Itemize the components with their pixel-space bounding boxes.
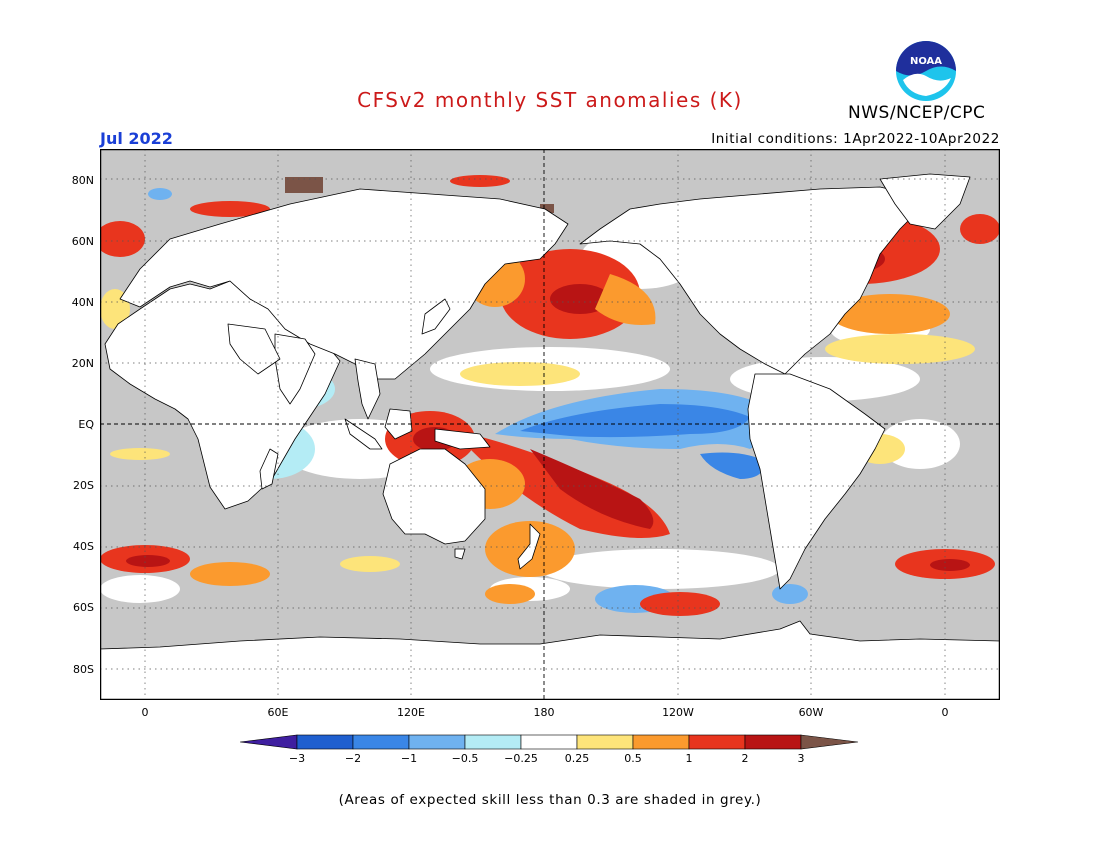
eurasia bbox=[119, 188, 569, 380]
borneo bbox=[384, 408, 413, 440]
lat-label: 40N bbox=[71, 296, 94, 309]
colorbar-label: 1 bbox=[686, 752, 693, 765]
skill-note: (Areas of expected skill less than 0.3 a… bbox=[338, 792, 762, 808]
forecast-month: Jul 2022 bbox=[100, 129, 173, 148]
colorbar-label: 0.5 bbox=[624, 752, 642, 765]
colorbar-labels: −3 −2 −1 −0.5 −0.25 0.25 0.5 1 2 3 bbox=[289, 752, 805, 765]
lat-label: 80S bbox=[73, 663, 94, 676]
lat-label: 80N bbox=[71, 174, 94, 187]
colorbar-label: −2 bbox=[345, 752, 361, 765]
lon-label: 120W bbox=[662, 706, 694, 719]
lat-label: 60S bbox=[73, 601, 94, 614]
colorbar-swatch bbox=[520, 734, 578, 750]
antarctica bbox=[100, 620, 1000, 700]
agency-label: NWS/NCEP/CPC bbox=[848, 103, 986, 123]
colorbar-swatch bbox=[632, 734, 690, 750]
new-zealand bbox=[517, 523, 541, 570]
colorbar-max-arrow bbox=[800, 734, 859, 750]
land-masses bbox=[100, 173, 1000, 700]
tasmania bbox=[454, 548, 466, 560]
lat-label: 20S bbox=[73, 479, 94, 492]
colorbar: −3 −2 −1 −0.5 −0.25 0.25 0.5 1 2 3 bbox=[240, 734, 859, 765]
japan bbox=[421, 298, 451, 335]
north-america bbox=[579, 186, 931, 375]
sumatra bbox=[344, 418, 383, 450]
australia bbox=[382, 448, 486, 545]
colorbar-swatch bbox=[744, 734, 802, 750]
logo-text: NOAA bbox=[910, 56, 942, 67]
south-america bbox=[747, 373, 886, 590]
colorbar-swatch bbox=[576, 734, 634, 750]
lon-label: 60E bbox=[267, 706, 289, 719]
colorbar-swatch bbox=[352, 734, 410, 750]
arabia bbox=[227, 323, 281, 375]
greenland bbox=[879, 173, 971, 230]
colorbar-label: 2 bbox=[742, 752, 749, 765]
colorbar-label: −1 bbox=[401, 752, 417, 765]
lat-label: 20N bbox=[71, 357, 94, 370]
sst-anomaly-map bbox=[100, 149, 1000, 700]
lon-label: 60W bbox=[798, 706, 824, 719]
graticule bbox=[100, 149, 1000, 700]
lon-label: 120E bbox=[397, 706, 425, 719]
colorbar-label: 0.25 bbox=[565, 752, 590, 765]
madagascar bbox=[259, 448, 279, 490]
map-title: CFSv2 monthly SST anomalies (K) bbox=[357, 88, 743, 112]
colorbar-label: −0.5 bbox=[452, 752, 479, 765]
colorbar-swatch bbox=[688, 734, 746, 750]
colorbar-label: −3 bbox=[289, 752, 305, 765]
colorbar-swatch bbox=[464, 734, 522, 750]
colorbar-min-arrow bbox=[240, 734, 298, 750]
lat-label: EQ bbox=[78, 418, 94, 431]
indochina bbox=[354, 358, 381, 420]
colorbar-label: 3 bbox=[798, 752, 805, 765]
colorbar-label: −0.25 bbox=[504, 752, 538, 765]
lat-label: 60N bbox=[71, 235, 94, 248]
colorbar-swatches bbox=[240, 734, 859, 750]
new-guinea bbox=[434, 428, 491, 450]
lon-label: 180 bbox=[533, 706, 555, 719]
initial-conditions: Initial conditions: 1Apr2022-10Apr2022 bbox=[711, 131, 1000, 147]
colorbar-swatch bbox=[408, 734, 466, 750]
noaa-logo: NOAA bbox=[895, 40, 957, 102]
colorbar-swatch bbox=[296, 734, 354, 750]
equator-dateline bbox=[100, 149, 1000, 700]
lat-label: 40S bbox=[73, 540, 94, 553]
lon-label: 0 bbox=[141, 706, 149, 719]
india bbox=[274, 333, 316, 405]
lon-label: 0 bbox=[941, 706, 949, 719]
